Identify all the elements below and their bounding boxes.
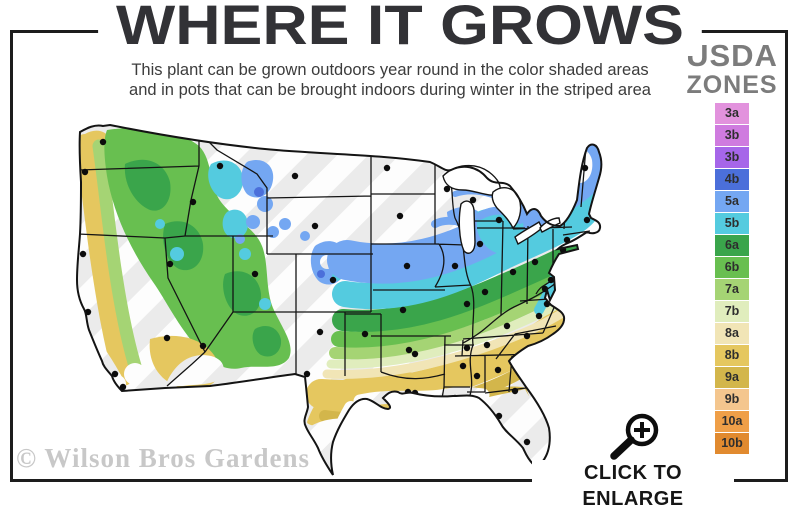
- zone-swatch-9a: 9a: [715, 367, 749, 388]
- zone-swatch-10b: 10b: [715, 433, 749, 454]
- zone-swatch-list: 3a 3b 3b 4b 5a 5b 6a 6b 7a 7b 8a 8b 9a 9b 10a 10b: [686, 103, 778, 454]
- legend-title-zones: ZONES: [686, 71, 778, 99]
- lake-ontario: [539, 217, 561, 233]
- zone-swatch-3b: 3b: [715, 147, 749, 168]
- zone-swatch-9b: 9b: [715, 389, 749, 410]
- lake-michigan: [458, 200, 476, 254]
- page-title: WHERE IT GROWS: [98, 0, 702, 56]
- zone-swatch-8a: 8a: [715, 323, 749, 344]
- zone-swatch-4b: 4b: [715, 169, 749, 190]
- subtitle: This plant can be grown outdoors year ro…: [0, 60, 780, 100]
- zone-swatch-5b: 5b: [715, 213, 749, 234]
- usda-zones-legend: USDA ZONES 3a 3b 3b 4b 5a 5b 6a 6b 7a 7b 8a 8b 9a 9b 1…: [686, 40, 778, 455]
- great-lakes: [442, 165, 561, 254]
- watermark: © Wilson Bros Gardens: [16, 443, 310, 473]
- zone-swatch-7b: 7b: [715, 301, 749, 322]
- zone-swatch-6b: 6b: [715, 257, 749, 278]
- zone-swatch-8b: 8b: [715, 345, 749, 366]
- zone-swatch-10a: 10a: [715, 411, 749, 432]
- usa-hardiness-zone-map[interactable]: [15, 104, 665, 484]
- zone-swatch-5a: 5a: [715, 191, 749, 212]
- click-to-enlarge-button[interactable]: CLICK TO ENLARGE: [532, 460, 734, 510]
- subtitle-line-1: This plant can be grown outdoors year ro…: [131, 61, 649, 79]
- zone-swatch-3b: 3b: [715, 125, 749, 146]
- subtitle-line-2: and in pots that can be brought indoors …: [129, 81, 651, 99]
- zone-swatch-6a: 6a: [715, 235, 749, 256]
- magnifier-plus-icon[interactable]: [598, 408, 678, 464]
- zone-swatch-3a: 3a: [715, 103, 749, 124]
- state-borders: [77, 128, 591, 405]
- zone-swatch-7a: 7a: [715, 279, 749, 300]
